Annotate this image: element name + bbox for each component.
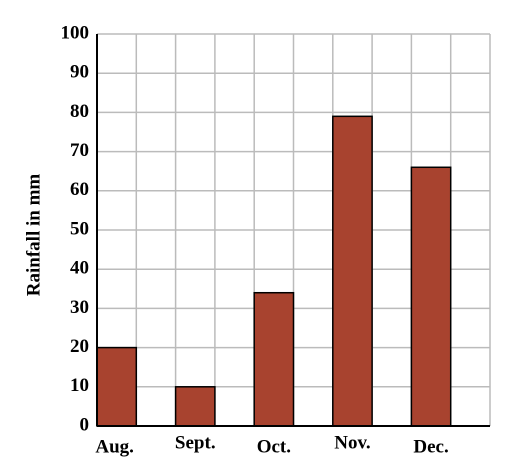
x-tick-label: Nov. — [334, 432, 370, 453]
y-tick-label: 90 — [70, 62, 89, 83]
y-tick-label: 0 — [80, 414, 90, 435]
bar — [174, 386, 216, 427]
y-tick-label: 100 — [61, 22, 90, 43]
bar — [96, 346, 138, 427]
x-tick-label: Aug. — [95, 436, 134, 457]
bar — [332, 115, 373, 427]
y-tick-label: 10 — [70, 375, 89, 396]
y-tick-label: 50 — [70, 218, 89, 239]
x-tick-label: Dec. — [413, 436, 448, 457]
y-tick-label: 60 — [70, 179, 89, 200]
bar — [253, 291, 295, 427]
y-tick-label: 40 — [70, 258, 89, 279]
bar — [410, 166, 452, 427]
y-tick-label: 30 — [70, 297, 89, 318]
x-tick-label: Sept. — [175, 432, 216, 453]
y-tick-label: 80 — [70, 101, 89, 122]
y-tick-label: 20 — [70, 336, 89, 357]
y-axis-label: Rainfall in mm — [23, 174, 44, 297]
y-tick-label: 70 — [70, 140, 89, 161]
x-tick-label: Oct. — [257, 436, 291, 457]
